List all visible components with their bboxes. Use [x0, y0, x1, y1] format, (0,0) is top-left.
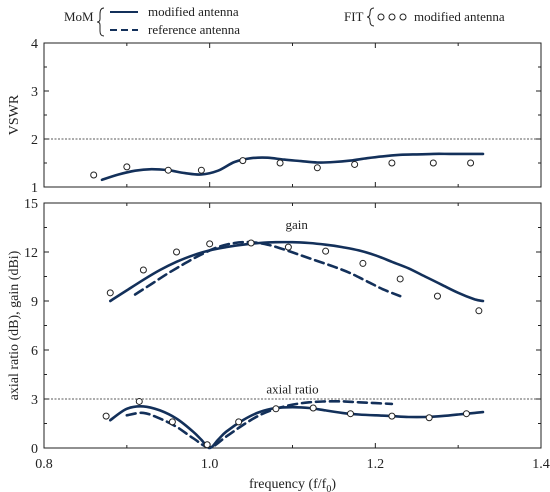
legend-mom-label: MoM [64, 9, 94, 24]
vswr-modified-antenna-fit-marker [429, 159, 437, 167]
axial-ratio-modified-antenna-fit-marker [102, 412, 110, 420]
gain-axial-ratio-panel: 0 3 6 9 12 15 0.8 1.0 1.2 1.4 axial ratio (dB), ga… [7, 197, 550, 492]
axial-ratio-modified-antenna-mom-line [109, 405, 485, 450]
legend-marker-2 [388, 13, 396, 21]
gain-ar-y-tick-label: 15 [24, 197, 38, 212]
legend-marker-1 [377, 13, 385, 21]
axial-ratio-modified-antenna-fit-marker [272, 405, 280, 413]
gain-ar-x-tick-label: 0.8 [35, 457, 53, 472]
vswr-modified-antenna-fit-marker [90, 171, 98, 179]
axial-ratio-modified-antenna-fit-marker [425, 414, 433, 422]
gain-ar-y-tick-label: 9 [31, 295, 38, 310]
legend-solid-label: modified antenna [148, 4, 239, 19]
legend-marker-3 [399, 13, 407, 21]
vswr-modified-antenna-fit-marker [123, 163, 131, 171]
gain-ar-y-tick-label: 6 [31, 344, 38, 359]
vswr-modified-antenna-fit-marker [388, 159, 396, 167]
gain-modified-antenna-fit-marker [247, 239, 255, 247]
vswr-modified-antenna-fit-marker [239, 157, 247, 165]
legend-mom-brace [96, 7, 105, 37]
legend-fit-brace [366, 7, 375, 27]
gain-reference-antenna-mom-line [133, 240, 402, 298]
vswr-panel: 1 2 3 4 VSWR [7, 37, 542, 196]
vswr-y-axis-label: VSWR [7, 94, 22, 135]
gain-modified-antenna-fit-marker [106, 289, 114, 297]
axial-ratio-annotation: axial ratio [266, 381, 318, 396]
gain-ar-y-tick-label: 3 [31, 393, 38, 408]
vswr-modified-antenna-fit-marker [197, 166, 205, 174]
axial-ratio-modified-antenna-fit-marker [309, 404, 317, 412]
vswr-plot-frame [43, 42, 542, 188]
gain-annotation: gain [285, 217, 308, 232]
axial-ratio-modified-antenna-fit-marker [346, 410, 354, 418]
gain-ar-x-axis-label: frequency (f/f0) [249, 477, 336, 492]
axial-ratio-modified-antenna-fit-marker [203, 441, 211, 449]
legend-fit-marker-label: modified antenna [414, 9, 505, 24]
gain-ar-x-tick-label: 1.0 [201, 457, 219, 472]
gain-modified-antenna-fit-marker [284, 243, 292, 251]
vswr-modified-antenna-mom-line [100, 152, 485, 182]
gain-ar-x-tick-label: 1.4 [532, 457, 550, 472]
vswr-y-tick-label: 4 [31, 37, 38, 52]
x-axis-label-end: ) [331, 477, 336, 492]
gain-modified-antenna-fit-marker [396, 275, 404, 283]
gain-modified-antenna-mom-line [109, 240, 485, 303]
x-axis-label-subscript: 0 [326, 484, 331, 492]
vswr-modified-antenna-fit-marker [313, 164, 321, 172]
vswr-modified-antenna-fit-marker [276, 159, 284, 167]
legend-fit-label: FIT [344, 9, 364, 24]
axial-ratio-modified-antenna-fit-marker [168, 418, 176, 426]
gain-modified-antenna-fit-marker [139, 266, 147, 274]
x-axis-label-main: frequency (f/f [249, 477, 327, 492]
vswr-y-tick-label: 1 [31, 181, 38, 196]
gain-modified-antenna-fit-marker [173, 248, 181, 256]
gain-ar-y-tick-label: 0 [31, 442, 38, 457]
axial-ratio-modified-antenna-fit-marker [388, 412, 396, 420]
axial-ratio-reference-antenna-mom-line [125, 400, 394, 449]
axial-ratio-modified-antenna-fit-marker [235, 418, 243, 426]
vswr-y-tick-label: 3 [31, 85, 38, 100]
gain-ar-y-axis-label: axial ratio (dB), gain (dBi) [7, 250, 22, 400]
gain-modified-antenna-fit-marker [359, 259, 367, 267]
axial-ratio-modified-antenna-fit-marker [135, 397, 143, 405]
gain-modified-antenna-fit-marker [433, 292, 441, 300]
gain-ar-x-tick-label: 1.2 [367, 457, 385, 472]
legend: MoM modified antenna reference antenna F… [64, 4, 505, 37]
axial-ratio-modified-antenna-fit-marker [462, 410, 470, 418]
legend-dashed-label: reference antenna [148, 22, 240, 37]
vswr-modified-antenna-fit-marker [467, 159, 475, 167]
vswr-modified-antenna-fit-marker [164, 166, 172, 174]
vswr-modified-antenna-fit-marker [351, 160, 359, 168]
gain-ar-y-tick-label: 12 [24, 246, 38, 261]
gain-modified-antenna-fit-marker [206, 240, 214, 248]
gain-modified-antenna-fit-marker [322, 247, 330, 255]
vswr-y-tick-label: 2 [31, 133, 38, 148]
gain-modified-antenna-fit-marker [475, 307, 483, 315]
